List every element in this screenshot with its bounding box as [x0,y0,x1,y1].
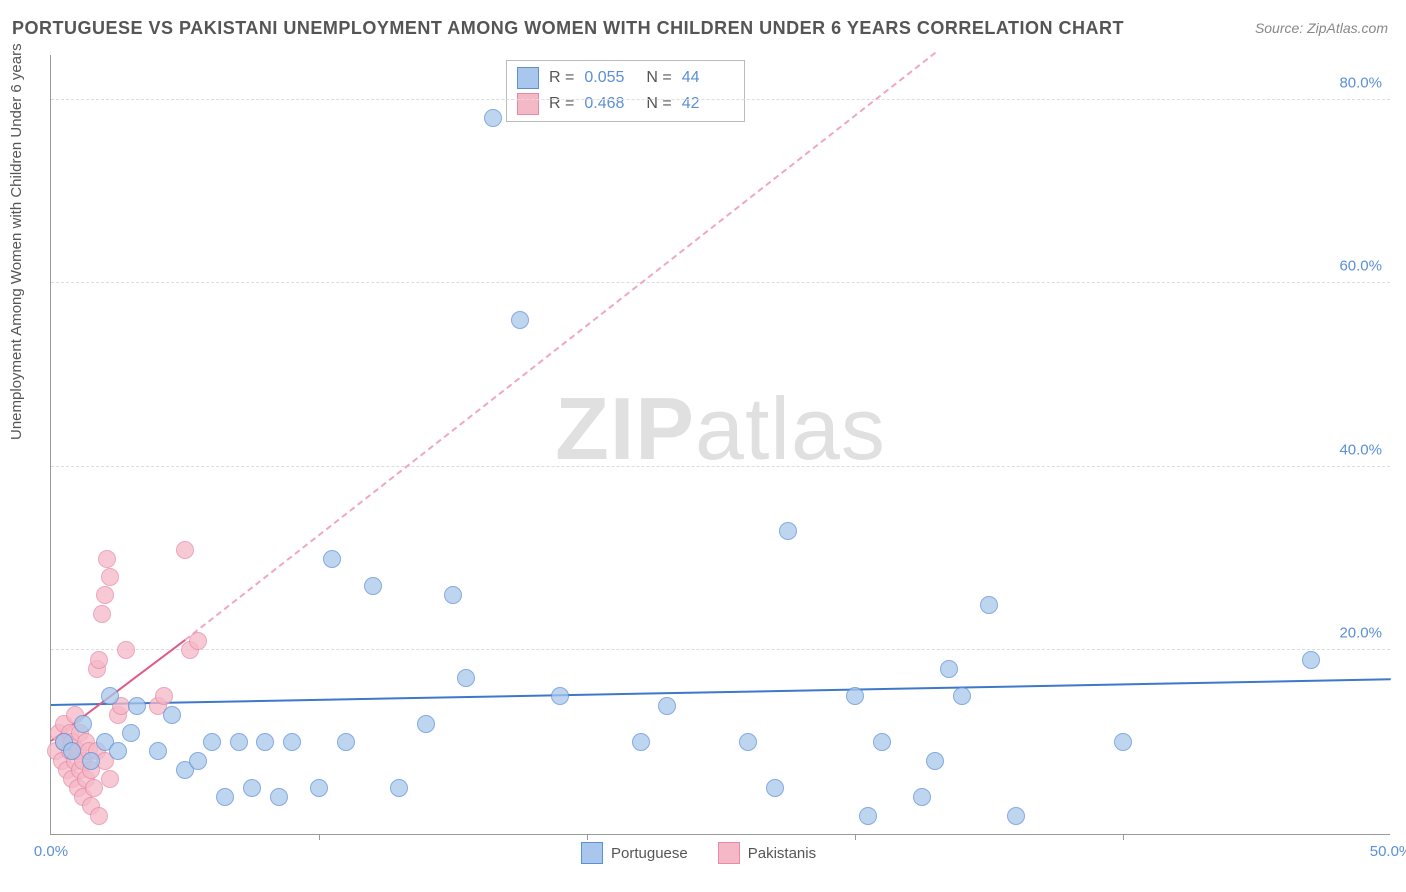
watermark: ZIPatlas [555,378,886,480]
data-point [859,807,877,825]
data-point [766,779,784,797]
data-point [82,752,100,770]
y-axis-label: Unemployment Among Women with Children U… [8,43,25,440]
legend-label: Portuguese [611,845,688,862]
swatch-portuguese [517,67,539,89]
legend-swatch-portuguese [581,842,603,864]
data-point [457,669,475,687]
data-point [444,586,462,604]
stats-row-portuguese: R = 0.055 N = 44 [517,65,734,91]
data-point [203,733,221,751]
x-tick-mark [319,834,320,840]
data-point [364,577,382,595]
x-tick-label: 50.0% [1370,843,1406,860]
data-point [63,742,81,760]
data-point [128,697,146,715]
data-point [256,733,274,751]
data-point [230,733,248,751]
gridline [51,649,1390,650]
data-point [310,779,328,797]
data-point [270,788,288,806]
data-point [1007,807,1025,825]
data-point [1114,733,1132,751]
data-point [96,586,114,604]
series-legend: Portuguese Pakistanis [581,842,816,864]
data-point [779,522,797,540]
data-point [101,568,119,586]
trend-line [184,52,936,641]
plot-area: ZIPatlas R = 0.055 N = 44 R = 0.468 N = … [50,55,1390,835]
data-point [122,724,140,742]
data-point [93,605,111,623]
legend-swatch-pakistanis [718,842,740,864]
data-point [163,706,181,724]
swatch-pakistanis [517,93,539,115]
data-point [926,752,944,770]
trend-line [51,678,1391,706]
legend-label: Pakistanis [748,845,816,862]
data-point [101,687,119,705]
data-point [658,697,676,715]
x-tick-mark [855,834,856,840]
data-point [980,596,998,614]
data-point [337,733,355,751]
data-point [417,715,435,733]
data-point [117,641,135,659]
data-point [149,742,167,760]
data-point [189,632,207,650]
data-point [632,733,650,751]
data-point [511,311,529,329]
stats-legend: R = 0.055 N = 44 R = 0.468 N = 42 [506,60,745,122]
x-tick-label: 0.0% [34,843,68,860]
data-point [98,550,116,568]
gridline [51,466,1390,467]
data-point [551,687,569,705]
y-tick-label: 40.0% [1339,441,1382,458]
data-point [484,109,502,127]
data-point [739,733,757,751]
stats-row-pakistanis: R = 0.468 N = 42 [517,91,734,117]
source-attribution: Source: ZipAtlas.com [1255,20,1388,36]
legend-item-pakistanis: Pakistanis [718,842,816,864]
y-tick-label: 60.0% [1339,258,1382,275]
data-point [873,733,891,751]
legend-item-portuguese: Portuguese [581,842,688,864]
data-point [216,788,234,806]
data-point [85,779,103,797]
x-tick-mark [587,834,588,840]
data-point [390,779,408,797]
x-tick-mark [1123,834,1124,840]
data-point [953,687,971,705]
chart-title: PORTUGUESE VS PAKISTANI UNEMPLOYMENT AMO… [12,18,1124,39]
y-tick-label: 20.0% [1339,625,1382,642]
data-point [101,770,119,788]
data-point [189,752,207,770]
gridline [51,282,1390,283]
gridline [51,99,1390,100]
data-point [846,687,864,705]
data-point [90,807,108,825]
data-point [109,742,127,760]
data-point [243,779,261,797]
y-tick-label: 80.0% [1339,74,1382,91]
data-point [176,541,194,559]
data-point [155,687,173,705]
data-point [1302,651,1320,669]
data-point [283,733,301,751]
data-point [913,788,931,806]
data-point [90,651,108,669]
data-point [323,550,341,568]
data-point [74,715,92,733]
data-point [940,660,958,678]
